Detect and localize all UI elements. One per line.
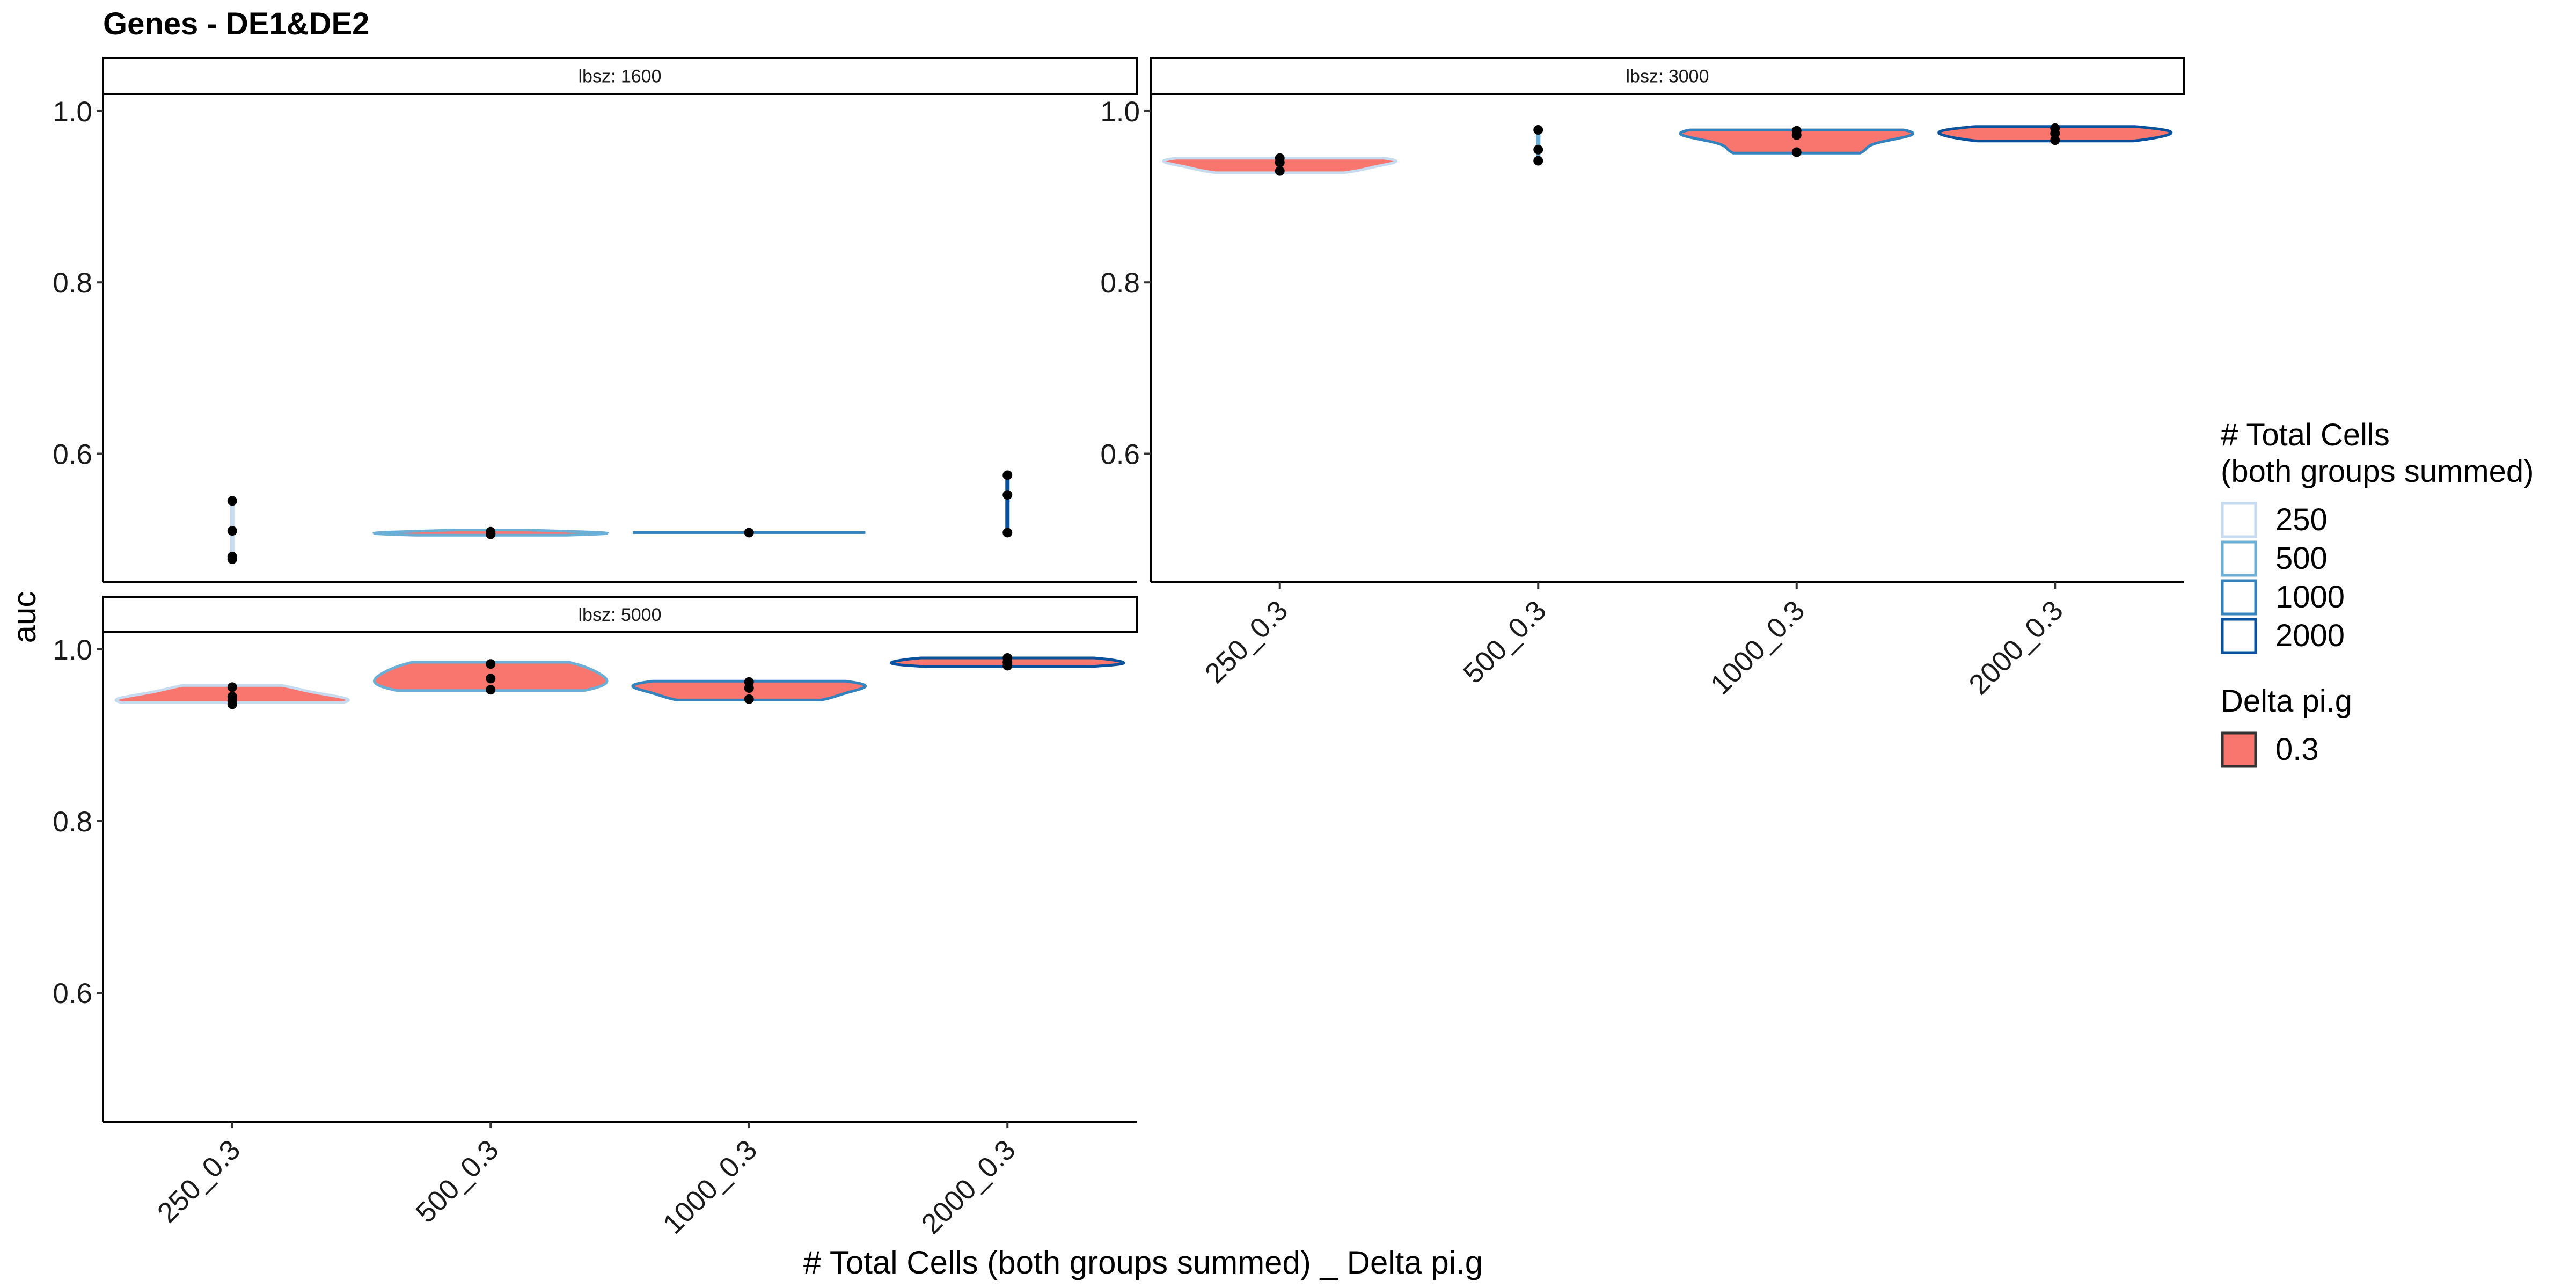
facet-panels: lbsz: 1600 0.6 0.8 1.0 lbsz: 3000 0.6 0.8 1.0 25… [53, 57, 2185, 1240]
x-tick-label: 1000_0.3 [1704, 595, 1811, 701]
data-point [227, 526, 237, 536]
data-point [486, 659, 496, 669]
x-tick-label: 1000_0.3 [657, 1134, 763, 1240]
legend-swatch [2221, 540, 2257, 577]
legend: # Total Cells (both groups summed) 250 500 1… [2221, 418, 2534, 768]
facet-strip-label: lbsz: 3000 [1626, 67, 1709, 87]
y-tick-label: 1.0 [53, 96, 92, 128]
y-tick-label: 0.6 [53, 978, 92, 1009]
facet-strip-label: lbsz: 1600 [579, 67, 662, 87]
y-tick-label: 1.0 [1100, 96, 1140, 128]
facet-strip-label: lbsz: 5000 [579, 605, 662, 625]
facet-panel: lbsz: 3000 0.6 0.8 1.0 250_0.3 500_0.3 1000_0.… [1100, 57, 2185, 701]
data-point [227, 682, 237, 692]
data-point [1791, 147, 1802, 157]
data-point [1002, 528, 1013, 538]
facet-strip [1150, 57, 2185, 95]
legend-group: Delta pi.g 0.3 [2221, 684, 2352, 768]
data-point [1533, 144, 1543, 155]
x-tick-label: 250_0.3 [151, 1134, 246, 1229]
data-point [227, 554, 237, 564]
legend-swatch [2221, 579, 2257, 616]
y-tick-label: 0.8 [53, 806, 92, 838]
data-point [227, 496, 237, 506]
x-tick-label: 250_0.3 [1199, 595, 1294, 690]
data-point [486, 529, 496, 539]
y-tick-label: 0.6 [1100, 439, 1140, 471]
legend-label: 1000 [2275, 580, 2345, 614]
legend-label: 2000 [2275, 618, 2345, 653]
data-point [1533, 156, 1543, 166]
y-tick-label: 0.8 [53, 267, 92, 299]
facet-panel: lbsz: 5000 0.6 0.8 1.0 250_0.3 500_0.3 1000_0.… [53, 596, 1138, 1240]
data-point [744, 528, 754, 538]
data-point [1002, 470, 1013, 480]
chart-title: Genes - DE1&DE2 [103, 6, 369, 41]
data-point [1002, 490, 1013, 500]
facet-strip [102, 596, 1138, 633]
violin [1679, 128, 1915, 155]
legend-group: # Total Cells (both groups summed) 250 500 1… [2221, 418, 2534, 654]
data-point [486, 685, 496, 695]
x-axis-title: # Total Cells (both groups summed) _ Del… [803, 1245, 1483, 1280]
legend-label: 500 [2275, 541, 2328, 576]
facet-strip [102, 57, 1138, 95]
data-point [1275, 166, 1285, 176]
legend-title: Delta pi.g [2221, 684, 2352, 719]
legend-title: # Total Cells (both groups summed) [2221, 418, 2534, 489]
x-tick-label: 2000_0.3 [1963, 595, 2069, 701]
x-tick-label: 2000_0.3 [916, 1134, 1022, 1240]
x-tick-label: 500_0.3 [410, 1134, 505, 1229]
data-point [1533, 125, 1543, 135]
data-point [1002, 661, 1013, 671]
data-point [1275, 157, 1285, 167]
data-point [2050, 135, 2060, 145]
legend-label: 0.3 [2275, 732, 2319, 767]
data-point [744, 694, 754, 704]
data-point [2050, 128, 2060, 138]
y-tick-label: 0.8 [1100, 267, 1140, 299]
y-axis-title: auc [6, 591, 42, 643]
y-tick-label: 1.0 [53, 634, 92, 666]
data-point [1791, 130, 1802, 140]
facet-panel: lbsz: 1600 0.6 0.8 1.0 [53, 57, 1138, 583]
legend-label: 250 [2275, 502, 2328, 537]
x-tick-label: 500_0.3 [1458, 595, 1553, 690]
legend-swatch [2221, 502, 2257, 538]
data-point [744, 683, 754, 693]
data-point [227, 699, 237, 709]
data-point [486, 674, 496, 684]
legend-swatch [2221, 731, 2257, 768]
legend-swatch [2221, 618, 2257, 654]
y-tick-label: 0.6 [53, 439, 92, 471]
